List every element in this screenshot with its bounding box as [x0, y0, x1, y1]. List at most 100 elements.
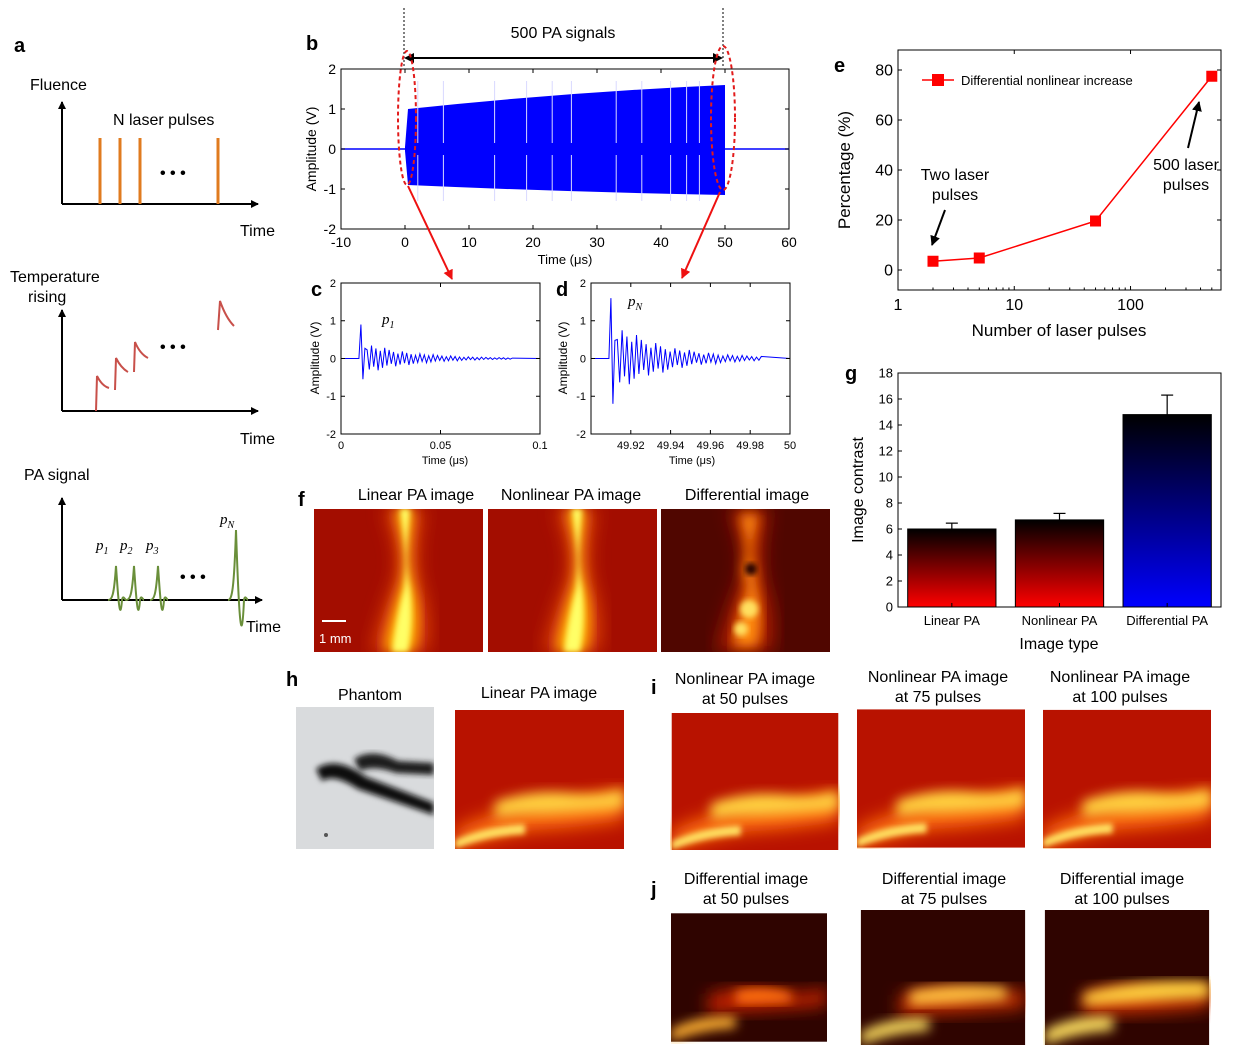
plot-e-xlabel: Number of laser pulses	[972, 321, 1147, 340]
i-title-50-line2: at 50 pulses	[702, 691, 788, 708]
plot-d-waveform	[591, 298, 791, 404]
h-title-phantom: Phantom	[338, 687, 402, 704]
x-tick-label: 0.05	[430, 440, 451, 452]
bracket-label: 500 PA signals	[511, 25, 616, 42]
panel-i-letter: i	[651, 677, 657, 699]
x-tick-label: 49.96	[697, 440, 725, 452]
plot-c-yticks: -2 -1 0 1 2	[326, 278, 540, 441]
j-title-100-line2: at 100 pulses	[1074, 891, 1169, 908]
panel-f-letter: f	[298, 489, 305, 511]
y-tick-label: 2	[330, 278, 336, 290]
y-tick-label: 2	[580, 278, 586, 290]
panel-b: b 500 PA signals -10 0 10 20 30 40 50 60 -2-101…	[303, 8, 797, 280]
pa-ylabel: PA signal	[24, 467, 90, 484]
y-tick-label: 2	[328, 61, 336, 77]
pa-label-p3: p3	[145, 538, 159, 557]
x-tick-label: 100	[1117, 297, 1144, 314]
panel-c-letter: c	[311, 279, 322, 301]
j-image-50	[671, 913, 827, 1042]
pa-label-p2: p2	[119, 538, 133, 557]
y-tick-label: 0	[330, 353, 336, 365]
data-point	[973, 252, 985, 264]
j-title-75-line1: Differential image	[882, 871, 1006, 888]
y-tick-label: -1	[326, 391, 336, 403]
x-tick-label: 49.94	[657, 440, 685, 452]
annotation-arrow-two	[930, 209, 946, 246]
plot-d-xlabel: Time (μs)	[669, 455, 715, 467]
x-tick-label: 0	[401, 234, 409, 250]
temperature-ylabel-line2: rising	[28, 289, 66, 306]
plot-b-area	[341, 81, 789, 201]
data-point	[1206, 70, 1218, 82]
y-tick-label: 0	[580, 353, 586, 365]
bar	[1014, 519, 1105, 608]
annotation-500-pulses-line1: 500 laser	[1153, 157, 1219, 174]
pa-dots: • • •	[180, 569, 206, 586]
j-title-50-line2: at 50 pulses	[703, 891, 789, 908]
plot-b-yticks: -2 -1 0 1 2	[324, 61, 789, 237]
pa-xlabel: Time	[246, 619, 281, 636]
i-title-100-line2: at 100 pulses	[1072, 689, 1167, 706]
y-tick-label: 14	[879, 418, 893, 433]
x-tick-label: Differential PA	[1126, 613, 1208, 628]
f-linear-image: 1 mm	[314, 509, 483, 652]
y-tick-label: -2	[576, 429, 586, 441]
signal-gaps	[417, 81, 700, 201]
pa-waveforms	[107, 529, 249, 627]
plot-c-ylabel: Amplitude (V)	[308, 322, 322, 395]
plot-b-xticks: -10 0 10 20 30 40 50 60	[331, 69, 797, 250]
temperature-dots: • • •	[160, 339, 186, 356]
panel-a: a Fluence N laser pulses • • • Time Temp…	[10, 35, 281, 636]
panel-i: i Nonlinear PA image at 50 pulses Nonlin…	[651, 669, 1211, 850]
pa-waveform	[227, 529, 249, 627]
plot-c-xlabel: Time (μs)	[422, 455, 468, 467]
y-tick-label: 6	[886, 522, 893, 537]
temperature-curves	[95, 300, 235, 412]
f-title-differential: Differential image	[685, 487, 809, 504]
pa-label-p1: p1	[95, 538, 109, 557]
plot-g-xlabel: Image type	[1019, 636, 1098, 653]
zoom-ellipse-end	[710, 45, 736, 191]
y-tick-label: 20	[875, 213, 893, 230]
i-title-100-line1: Nonlinear PA image	[1050, 669, 1190, 686]
plot-c-xticks: 0 0.05 0.1	[338, 283, 548, 452]
y-tick-label: 16	[879, 392, 893, 407]
j-title-50-line1: Differential image	[684, 871, 808, 888]
fluence-xlabel: Time	[240, 223, 275, 240]
pa-waveform	[149, 565, 169, 611]
panel-h-letter: h	[286, 669, 298, 691]
panel-j: j Differential image at 50 pulses Differ…	[650, 871, 1210, 1045]
temperature-spike	[95, 375, 110, 412]
x-tick-label: 30	[589, 234, 605, 250]
panel-a-letter: a	[14, 35, 26, 57]
plot-e-yticks: 0 20 40 60 80	[875, 63, 1221, 280]
j-title-100-line1: Differential image	[1060, 871, 1184, 888]
x-tick-label: 49.92	[617, 440, 645, 452]
series-points	[927, 70, 1218, 267]
pa-label-pn: pN	[219, 512, 236, 531]
y-tick-label: 80	[875, 63, 893, 80]
plot-d-series-label: pN	[627, 294, 644, 313]
x-tick-label: 10	[1005, 297, 1023, 314]
zoom-arrow-c	[407, 185, 453, 280]
series-line	[932, 75, 1213, 262]
j-image-75	[860, 910, 1026, 1045]
zoom-arrow-d	[681, 191, 721, 279]
bar	[1122, 414, 1212, 608]
temperature-spike	[114, 357, 129, 391]
annotation-two-pulses-line1: Two laser	[921, 167, 990, 184]
y-tick-label: -1	[324, 181, 337, 197]
x-tick-label: 50	[717, 234, 733, 250]
panel-d: d pN 49.92 49.94 49.96 49.98 50 -2 -1 0 1 2 Time…	[556, 278, 796, 467]
x-tick-label: 49.98	[736, 440, 764, 452]
y-tick-label: 8	[886, 496, 893, 511]
annotation-two-pulses-line2: pulses	[932, 187, 978, 204]
pa-waveform	[107, 565, 127, 611]
y-tick-label: 2	[886, 574, 893, 589]
x-tick-label: 40	[653, 234, 669, 250]
pa-waveform	[125, 565, 145, 611]
fluence-dots: • • •	[160, 165, 186, 182]
plot-e-ylabel: Percentage (%)	[835, 111, 854, 229]
y-tick-label: 0	[328, 141, 336, 157]
